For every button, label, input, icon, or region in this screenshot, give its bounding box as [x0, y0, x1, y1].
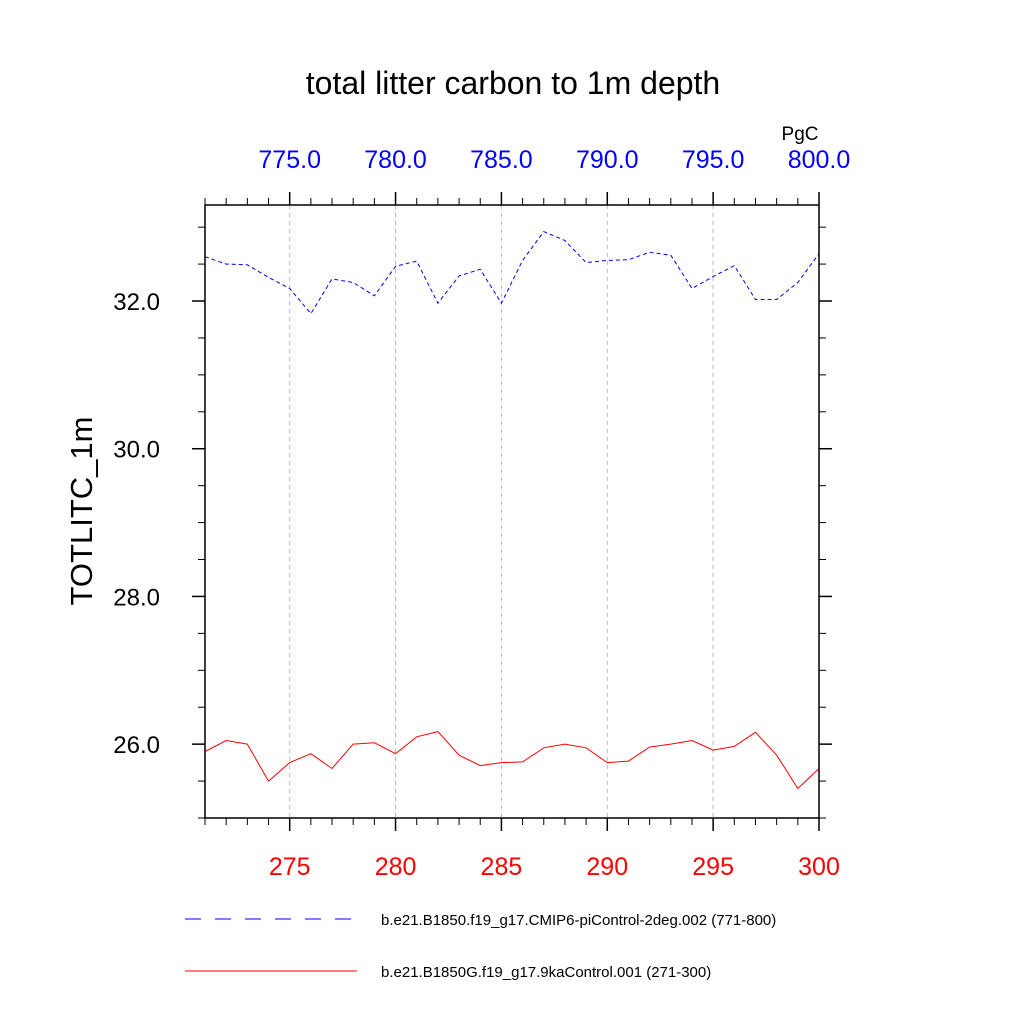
plot-frame	[204, 204, 820, 819]
top-tick-label: 795.0	[682, 146, 745, 174]
top-tick-label: 780.0	[364, 146, 427, 174]
bottom-tick-label: 275	[269, 853, 311, 881]
top-tick-label: 790.0	[576, 146, 639, 174]
grid-layer	[289, 205, 714, 818]
series-line-blue-dashed	[204, 230, 820, 315]
series-layer	[204, 230, 820, 790]
y-axis-label: TOTLITC_1m	[64, 417, 99, 606]
bottom-tick-label: 295	[692, 853, 734, 881]
y-tick-label: 26.0	[113, 732, 160, 759]
top-tick-labels: 775.0 780.0 785.0 790.0 795.0 800.0	[258, 146, 850, 174]
bottom-tick-label: 290	[586, 853, 628, 881]
bottom-tick-label: 300	[798, 853, 840, 881]
top-tick-label: 785.0	[470, 146, 533, 174]
bottom-tick-label: 280	[375, 853, 417, 881]
y-tick-labels: 26.0 28.0 30.0 32.0	[113, 289, 160, 759]
top-tick-label: 775.0	[258, 146, 321, 174]
major-ticks-layer	[192, 192, 832, 831]
legend: b.e21.B1850.f19_g17.CMIP6-piControl-2deg…	[185, 912, 776, 981]
top-tick-label: 800.0	[788, 146, 851, 174]
bottom-tick-labels: 275 280 285 290 295 300	[269, 853, 840, 881]
y-tick-label: 32.0	[113, 289, 160, 316]
units-label: PgC	[782, 124, 819, 145]
y-tick-label: 30.0	[113, 437, 160, 464]
minor-ticks-layer	[198, 198, 826, 825]
y-tick-label: 28.0	[113, 584, 160, 611]
series-line-red-solid	[204, 731, 820, 790]
legend-label: b.e21.B1850G.f19_g17.9kaControl.001 (271…	[381, 964, 711, 981]
chart-title: total litter carbon to 1m depth	[306, 65, 720, 101]
bottom-tick-label: 285	[481, 853, 523, 881]
legend-label: b.e21.B1850.f19_g17.CMIP6-piControl-2deg…	[381, 912, 776, 929]
